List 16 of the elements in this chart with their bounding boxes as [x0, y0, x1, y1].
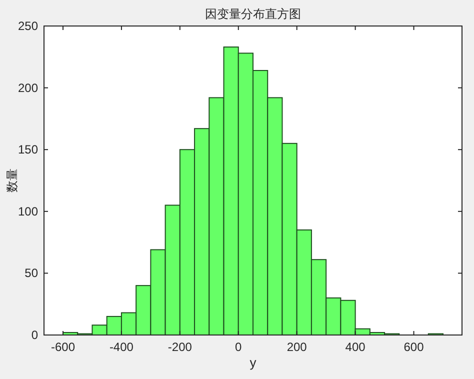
y-tick-label: 150 — [18, 142, 38, 157]
y-tick-label: 50 — [24, 266, 38, 280]
x-tick-label: -600 — [50, 340, 76, 354]
x-tick-label: 400 — [345, 340, 366, 354]
y-tick-label: 0 — [31, 328, 38, 342]
x-tick-label: 0 — [235, 340, 242, 354]
x-tick-label: -400 — [109, 340, 134, 354]
y-tick-label: 100 — [18, 204, 38, 218]
y-axis-title: 数量 — [5, 168, 19, 192]
chart-title: 因变量分布直方图 — [205, 7, 301, 21]
y-tick-label: 250 — [18, 19, 38, 33]
x-axis-title: y — [250, 355, 257, 370]
x-tick-label: -200 — [168, 340, 192, 354]
x-tick-label: 200 — [286, 340, 308, 354]
y-tick-label: 200 — [18, 80, 38, 95]
x-tick-label: 600 — [404, 340, 424, 354]
